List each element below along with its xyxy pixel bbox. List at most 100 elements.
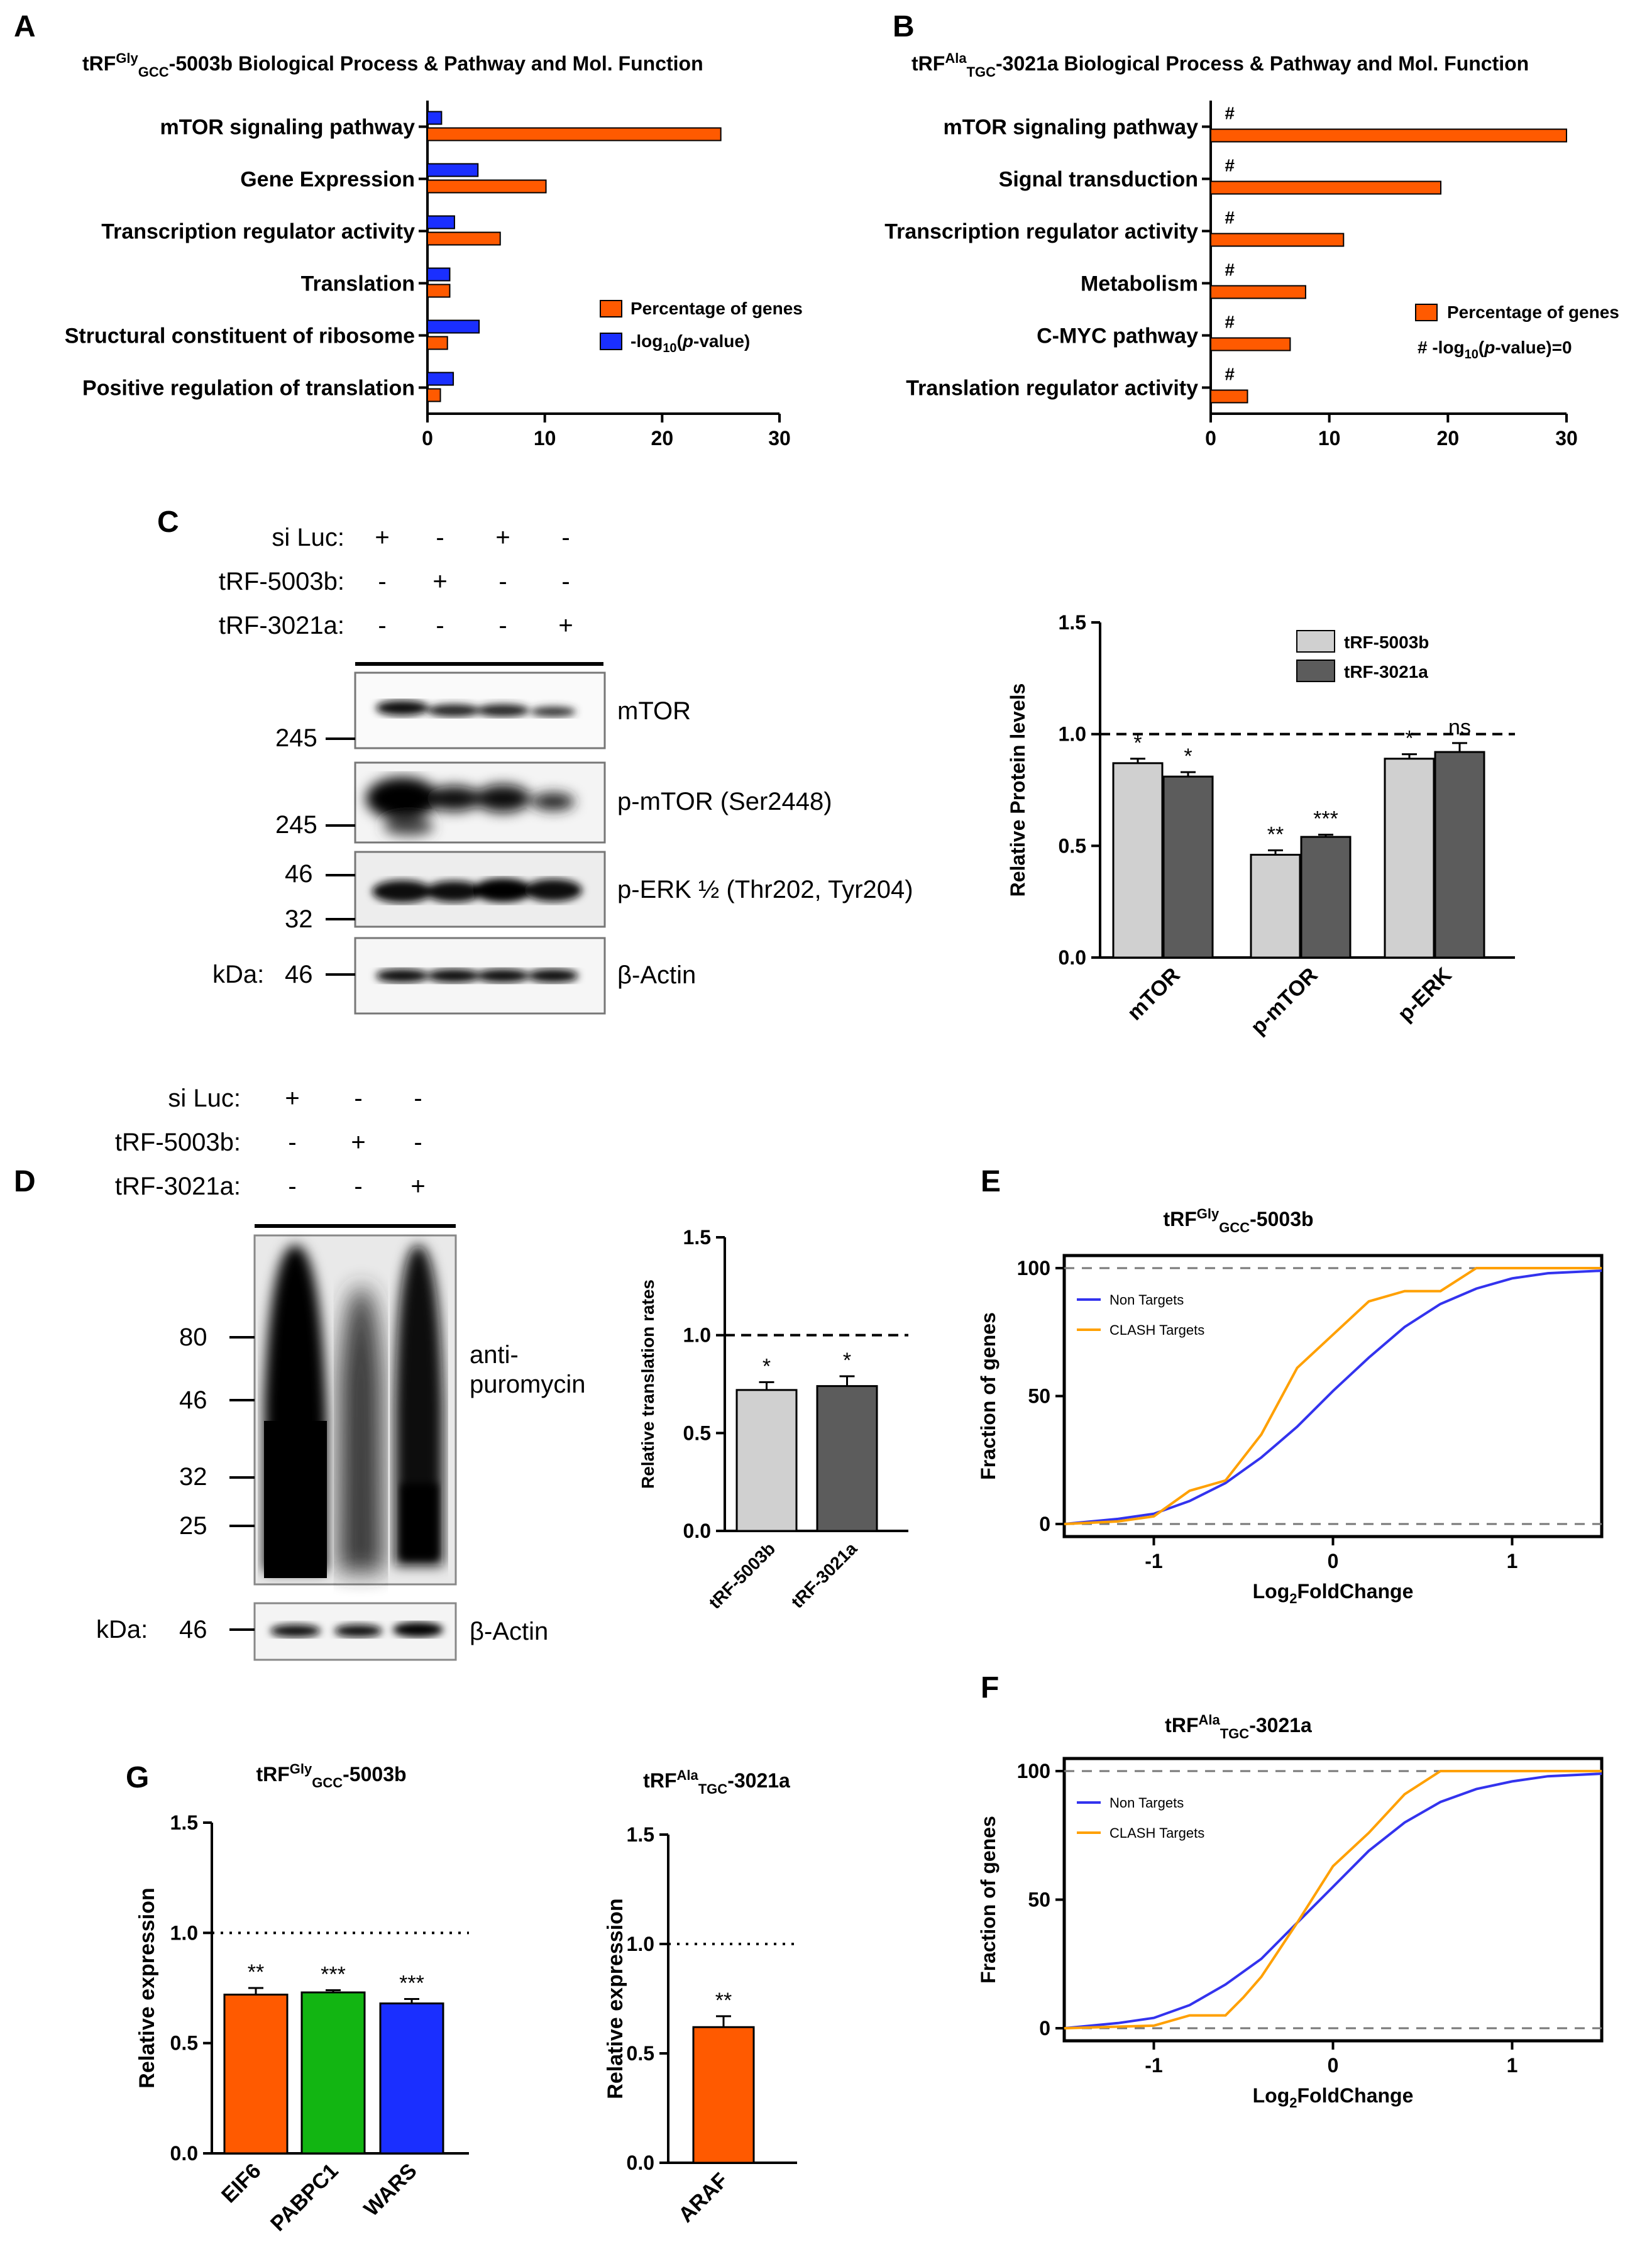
chart-c-bar (1384, 758, 1435, 959)
chart-c-y-tick-label: 1.5 (1059, 611, 1086, 634)
chart-e-legend-label: CLASH Targets (1110, 1322, 1204, 1338)
blot-c-row-label: si Luc: (272, 524, 344, 551)
chart-g1-title: tRFGlyGCC-5003b (256, 1761, 406, 1791)
chart-d-significance: * (843, 1349, 851, 1372)
blot-d-sign: + (285, 1085, 299, 1112)
chart-d-y-label: Relative translation rates (638, 1279, 658, 1489)
blot-c-sign: - (561, 568, 570, 595)
blot-c-marker-3: 46 (285, 860, 313, 888)
blot-c-sign: + (558, 612, 573, 639)
chart-e: tRFGlyGCC-5003b 0 50 100 -1 0 1 Non Targets CLA… (977, 1206, 1604, 1606)
chart-b-bar-pct (1210, 389, 1248, 404)
chart-b-category-label: mTOR signaling pathway (943, 116, 1198, 140)
chart-b-category-label: Transcription regulator activity (884, 220, 1198, 244)
chart-g1-significance: ** (248, 1960, 264, 1984)
chart-f-x-tick-label: 1 (1507, 2054, 1518, 2077)
legend-b-pct: Percentage of genes (1447, 302, 1619, 322)
blot-c-kda: kDa: (212, 961, 264, 988)
chart-g1-bar (379, 2002, 444, 2155)
blot-d-smears (264, 1245, 443, 1578)
blot-c-sign: + (375, 524, 389, 551)
chart-g2-y-tick-label: 1.5 (627, 1823, 654, 1846)
chart-f-series-clash-targets (1064, 1770, 1602, 2029)
chart-g2-y-tick-label: 1.0 (627, 1933, 654, 1955)
chart-a-bar-pct (427, 179, 547, 194)
chart-b-bar-pct (1210, 233, 1345, 247)
blot-c: si Luc: + - + - tRF-5003b: - + - - tRF-3021a: - - - + (212, 524, 913, 1015)
chart-g2-y-label: Relative expression (603, 1898, 627, 2099)
blot-c-row-label: tRF-5003b: (219, 568, 344, 595)
blot-d-marker-2: 46 (179, 1386, 207, 1414)
blot-d-label-line2: puromycin (470, 1371, 586, 1398)
chart-g1-significance: *** (321, 1963, 346, 1987)
chart-c-bar (1434, 751, 1485, 959)
blot-d-sign: - (288, 1129, 296, 1156)
chart-g1-y-tick-label: 0.0 (170, 2142, 198, 2165)
chart-e-y-tick-label: 100 (1017, 1257, 1050, 1279)
chart-e-x-tick-label: 0 (1328, 1550, 1339, 1572)
chart-b-x-tick-label: 20 (1437, 427, 1460, 450)
blot-c-sign: + (432, 568, 447, 595)
blot-c-sign: - (436, 612, 444, 639)
chart-b-category-label: Metabolism (1081, 272, 1198, 296)
chart-f-x-label: Log2FoldChange (1253, 2084, 1414, 2111)
blot-c-label-mtor: mTOR (617, 697, 691, 725)
chart-e-plot: 0 50 100 -1 0 1 Non Targets CLASH Targets Fracti… (977, 1254, 1604, 1606)
blot-c-header: si Luc: + - + - tRF-5003b: - + - - tRF-3021a: - - - + (219, 524, 573, 639)
blot-d-sign: + (351, 1129, 365, 1156)
chart-e-x-tick-label: -1 (1145, 1550, 1162, 1572)
blot-d-header: si Luc: + - - tRF-5003b: - + - tRF-3021a: - - + (115, 1085, 426, 1200)
chart-b-x-tick-label: 10 (1318, 427, 1341, 450)
panel-label-d: D (14, 1165, 36, 1198)
chart-b-title: tRFAlaTGC-3021a Biological Process & Pat… (911, 50, 1529, 80)
chart-b-category-label: Signal transduction (999, 168, 1198, 192)
chart-a-category-label: Positive regulation of translation (82, 377, 415, 400)
legend-c-label-0: tRF-5003b (1344, 632, 1429, 652)
chart-a: tRFGlyGCC-5003b Biological Process & Pat… (65, 50, 803, 450)
blot-c-bands-actin (376, 969, 578, 983)
chart-b-bar-pct (1210, 180, 1442, 195)
chart-g2-y-tick-label: 0.0 (627, 2151, 654, 2174)
blot-c-bands-pmtor (366, 777, 575, 836)
chart-g2-significance: ** (715, 1989, 732, 2013)
chart-f-title: tRFAlaTGC-3021a (1165, 1712, 1312, 1742)
blot-d-row-label: tRF-5003b: (115, 1129, 241, 1156)
chart-c-category-label: p-ERK (1393, 963, 1457, 1026)
legend-a-pct-swatch (600, 300, 622, 318)
chart-a-bar-logp (427, 215, 455, 229)
chart-a-x-tick-label: 20 (651, 427, 674, 450)
chart-g1-bar (300, 1991, 366, 2155)
chart-g1-y-label: Relative expression (135, 1887, 159, 2088)
chart-f-x-tick-label: 0 (1328, 2054, 1339, 2077)
chart-f-plot: 0 50 100 -1 0 1 Non Targets CLASH Targets Fracti… (977, 1757, 1604, 2111)
blot-d-sign: - (354, 1085, 362, 1112)
chart-b-hash-marker: # (1225, 312, 1235, 332)
chart-c-significance: * (1405, 727, 1413, 751)
chart-e-series-non-targets (1064, 1269, 1602, 1525)
chart-a-x-tick-label: 30 (768, 427, 791, 450)
chart-a-category-label: Translation (301, 272, 415, 296)
chart-a-bar-pct (427, 336, 448, 350)
blot-d-marker-3: 32 (179, 1463, 207, 1491)
legend-a-pct: Percentage of genes (631, 299, 803, 318)
chart-d-bar (735, 1389, 798, 1532)
chart-g2-title: tRFAlaTGC-3021a (643, 1767, 790, 1797)
blot-d-marker-1: 80 (179, 1323, 207, 1351)
panel-label-b: B (893, 10, 915, 43)
blot-c-sign: - (561, 524, 570, 551)
blot-d-label-actin: β-Actin (470, 1618, 548, 1645)
chart-c-significance: ** (1267, 822, 1284, 846)
panel-label-c: C (157, 505, 179, 539)
chart-b-category-label: Translation regulator activity (906, 377, 1198, 400)
chart-e-y-tick-label: 0 (1039, 1513, 1050, 1535)
chart-c-bar (1300, 836, 1352, 959)
chart-a-category-label: Gene Expression (240, 168, 415, 192)
chart-b-hash-marker: # (1225, 365, 1235, 384)
blot-c-row-label: tRF-3021a: (219, 612, 344, 639)
chart-b-x-tick-label: 0 (1205, 427, 1216, 450)
chart-b-hash-marker: # (1225, 104, 1235, 123)
chart-e-series-clash-targets (1064, 1267, 1602, 1525)
chart-d-significance: * (763, 1354, 771, 1378)
panel-label-e: E (981, 1165, 1001, 1198)
chart-a-bar-pct (427, 127, 722, 141)
